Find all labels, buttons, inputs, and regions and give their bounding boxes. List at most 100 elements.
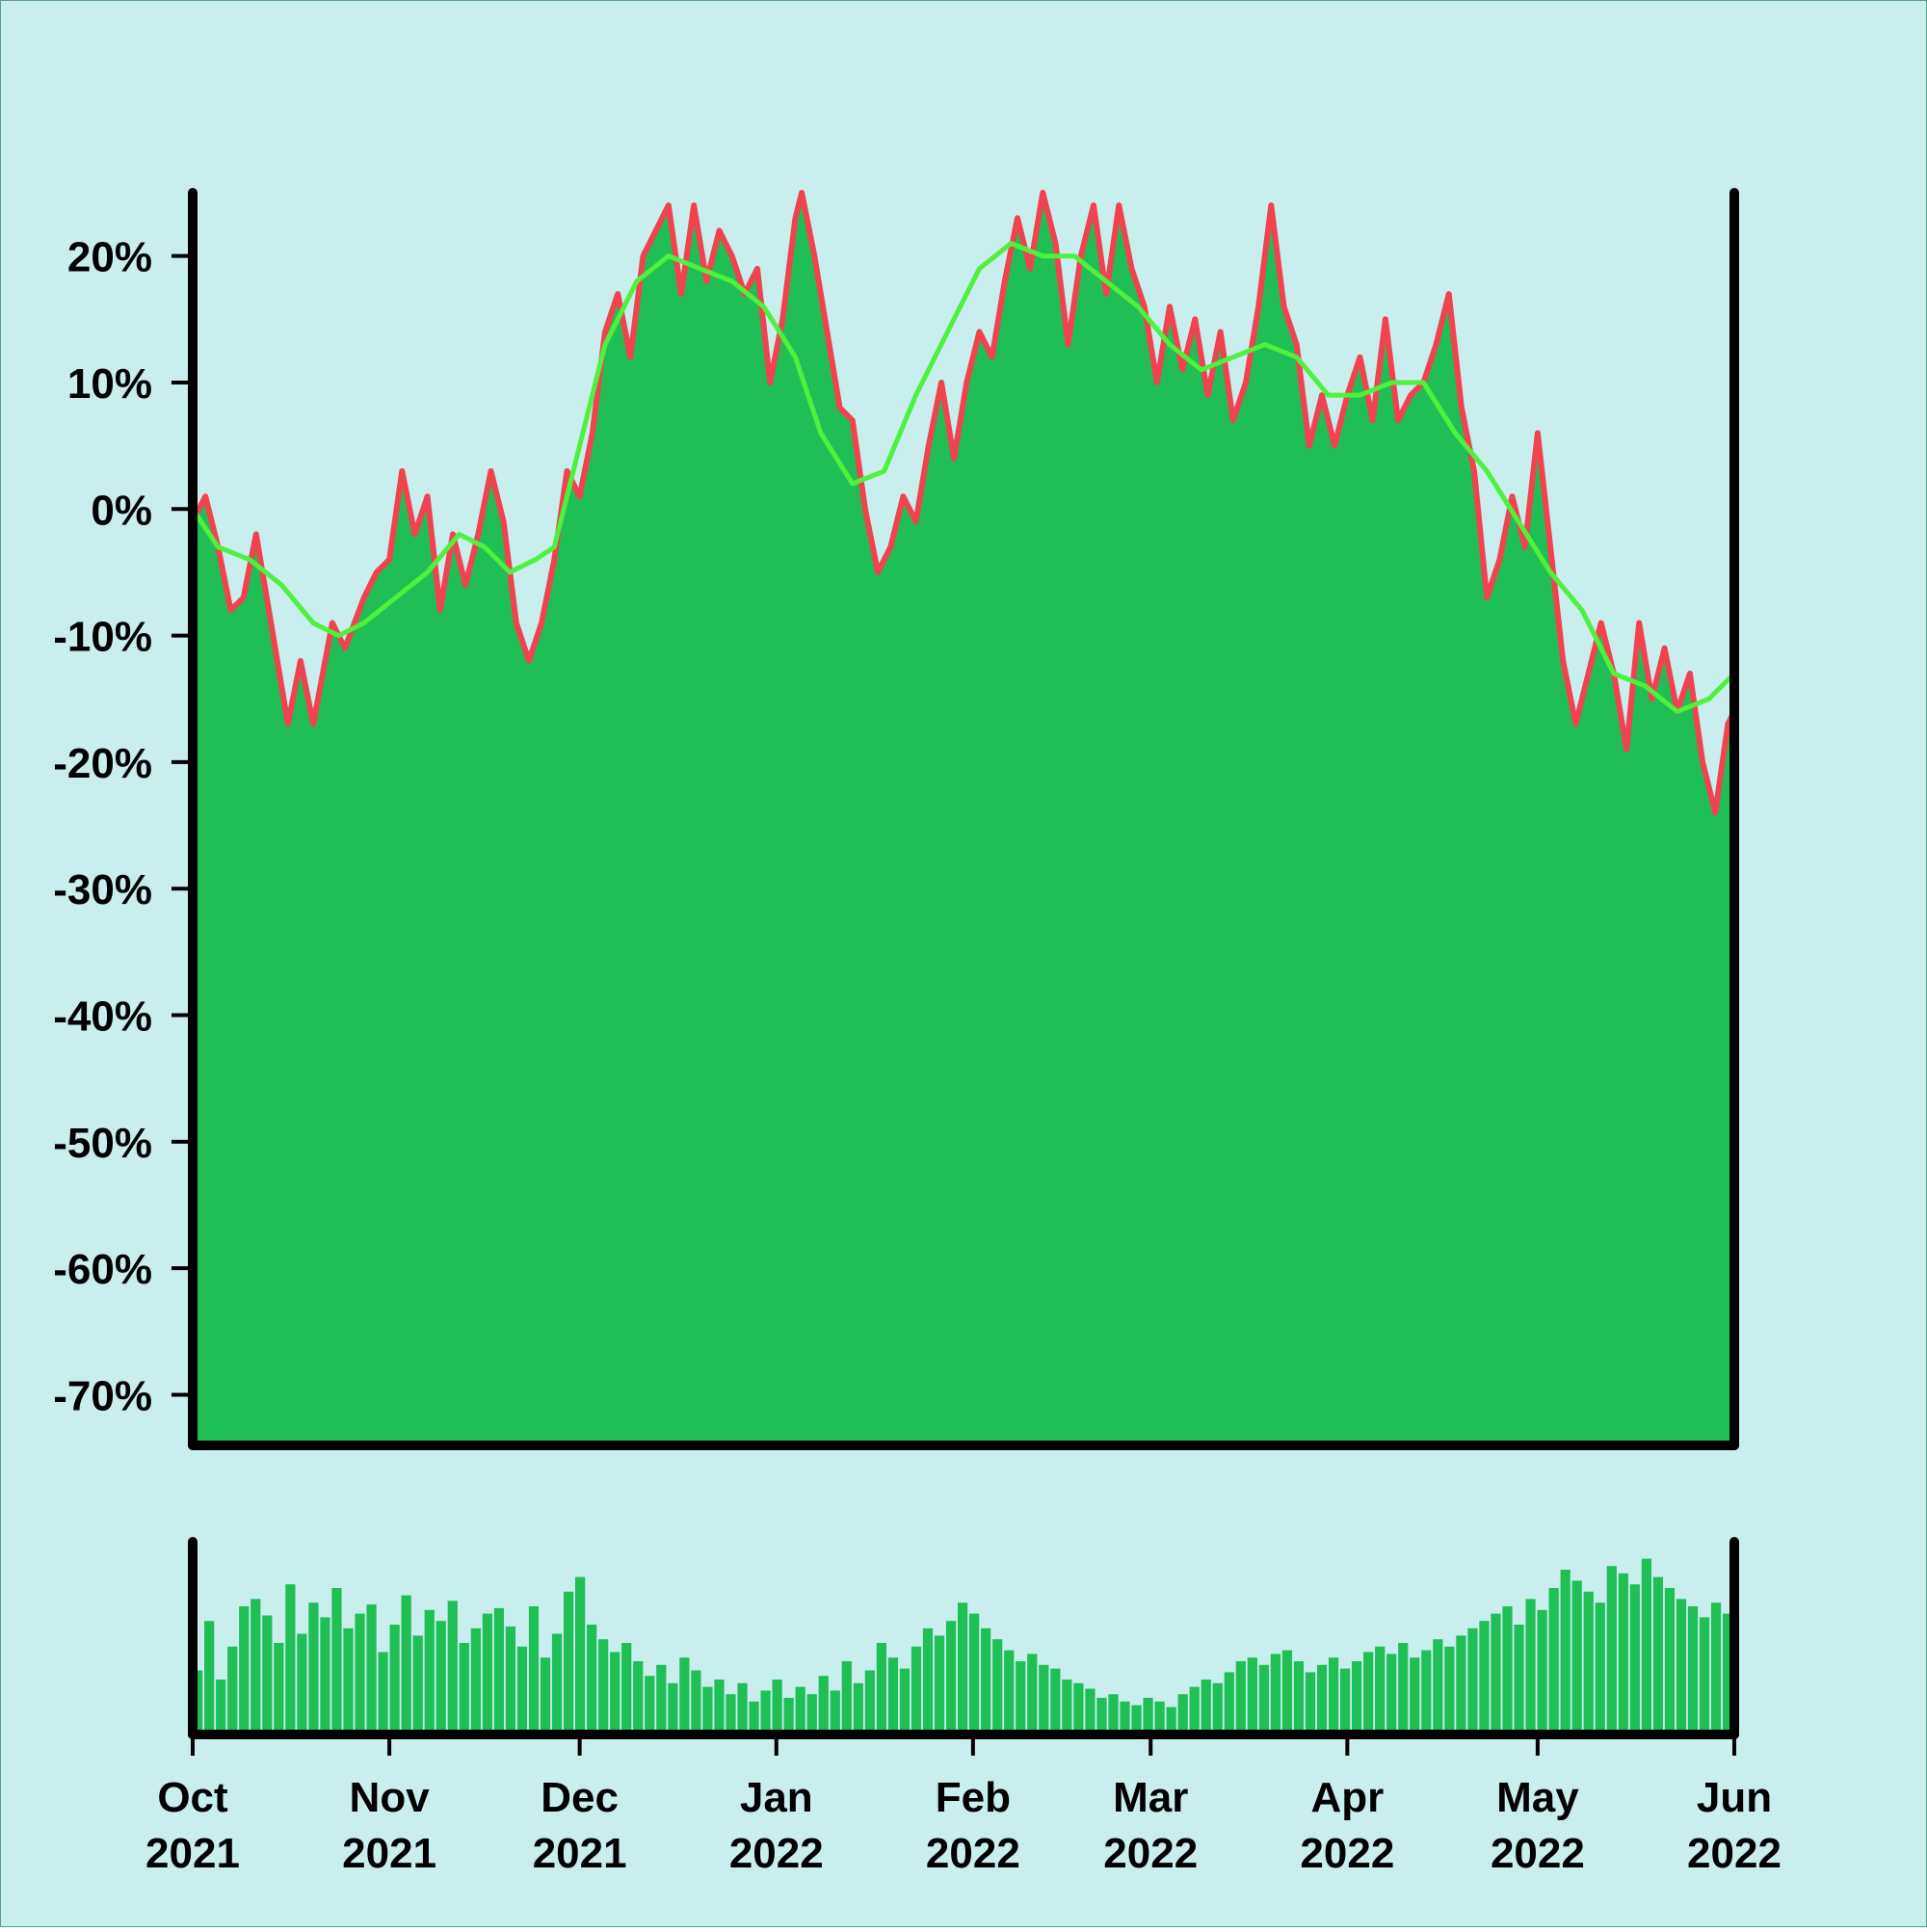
volume-bar xyxy=(1479,1621,1490,1734)
volume-bar xyxy=(945,1621,957,1734)
volume-bar xyxy=(1595,1602,1605,1734)
volume-bar xyxy=(992,1639,1003,1734)
volume-bar xyxy=(412,1635,423,1734)
volume-panel-axes xyxy=(188,1537,1739,1739)
volume-bar xyxy=(691,1670,701,1734)
y-tick-label: 0% xyxy=(91,487,152,534)
volume-bar xyxy=(251,1599,261,1734)
volume-bar xyxy=(493,1607,505,1734)
volume-bar xyxy=(262,1615,273,1734)
volume-bar xyxy=(887,1657,899,1734)
volume-bar xyxy=(1664,1588,1676,1734)
volume-bar xyxy=(204,1621,215,1734)
volume-bar xyxy=(876,1643,886,1734)
volume-bar xyxy=(355,1613,365,1734)
x-tick-month-label: Nov xyxy=(350,1774,431,1821)
volume-bar xyxy=(1722,1613,1733,1734)
volume-bar xyxy=(1166,1707,1176,1734)
volume-bar xyxy=(1258,1664,1269,1734)
volume-bar xyxy=(610,1652,620,1734)
x-tick-month-label: Jun xyxy=(1697,1774,1772,1821)
volume-bar xyxy=(1687,1606,1699,1734)
volume-bar xyxy=(297,1633,307,1734)
volume-bar xyxy=(1189,1686,1200,1734)
volume-bars xyxy=(193,1558,1733,1734)
volume-bar xyxy=(818,1676,829,1734)
volume-bar xyxy=(621,1643,632,1734)
x-tick-year-label: 2022 xyxy=(1491,1830,1585,1877)
volume-bar xyxy=(1421,1650,1432,1734)
volume-bar xyxy=(1177,1694,1188,1734)
volume-bar xyxy=(645,1676,655,1734)
volume-bar xyxy=(1328,1657,1339,1734)
x-tick-year-label: 2021 xyxy=(533,1830,627,1877)
volume-bar xyxy=(969,1613,980,1734)
volume-bar xyxy=(343,1628,354,1734)
volume-bar xyxy=(830,1690,840,1734)
volume-bar xyxy=(528,1606,540,1734)
volume-bar xyxy=(540,1657,551,1734)
x-axis-ticks: Oct 2021 Nov 2021 Dec 2021 Jan 2022 Feb 2022 Mar 20… xyxy=(145,1734,1782,1877)
volume-bar xyxy=(772,1680,782,1734)
volume-bar xyxy=(1085,1688,1095,1734)
x-tick-year-label: 2022 xyxy=(1687,1830,1782,1877)
volume-bar xyxy=(934,1635,945,1734)
volume-bar xyxy=(285,1584,296,1734)
volume-bar xyxy=(1502,1606,1513,1734)
volume-bar xyxy=(366,1604,377,1734)
volume-bar xyxy=(459,1643,469,1734)
x-tick-year-label: 2022 xyxy=(926,1830,1020,1877)
volume-bar xyxy=(1629,1584,1640,1734)
volume-bar xyxy=(633,1661,644,1734)
volume-bar xyxy=(308,1602,319,1734)
volume-bar xyxy=(1618,1573,1628,1734)
volume-bar xyxy=(1305,1672,1316,1734)
price-panel: 20% 10% 0% -10% -20% -30% -40% -50% -60% -70% xyxy=(53,188,1739,1450)
volume-bar xyxy=(1120,1701,1130,1734)
volume-bar xyxy=(726,1694,736,1734)
volume-bar xyxy=(1281,1650,1293,1734)
volume-bar xyxy=(1537,1609,1547,1734)
volume-bar xyxy=(424,1609,435,1734)
volume-bar xyxy=(1491,1613,1501,1734)
volume-bar xyxy=(760,1690,771,1734)
volume-bar xyxy=(668,1682,678,1734)
volume-bar xyxy=(1224,1672,1234,1734)
x-tick-year-label: 2022 xyxy=(729,1830,824,1877)
price-line xyxy=(190,190,1737,816)
volume-bar xyxy=(1073,1682,1084,1734)
volume-bar xyxy=(656,1664,667,1734)
volume-bar xyxy=(587,1625,597,1734)
volume-bar xyxy=(598,1639,609,1734)
x-tick-month-label: May xyxy=(1496,1774,1579,1821)
volume-bar xyxy=(274,1643,284,1734)
volume-bar xyxy=(702,1686,713,1734)
volume-bar xyxy=(795,1686,805,1734)
volume-bar xyxy=(401,1595,411,1734)
x-tick-month-label: Dec xyxy=(541,1774,619,1821)
volume-bar xyxy=(1154,1701,1165,1734)
x-tick-month-label: Mar xyxy=(1113,1774,1188,1821)
volume-bar xyxy=(853,1682,863,1734)
x-tick-month-label: Apr xyxy=(1310,1774,1384,1821)
x-tick-year-label: 2021 xyxy=(145,1830,240,1877)
y-tick-label: -70% xyxy=(53,1372,152,1419)
volume-bar xyxy=(482,1613,492,1734)
volume-bar xyxy=(1235,1661,1246,1734)
volume-bar xyxy=(1339,1668,1351,1734)
volume-bar xyxy=(1606,1566,1617,1734)
volume-bar xyxy=(957,1602,968,1734)
y-tick-label: -20% xyxy=(53,740,152,787)
volume-bar xyxy=(1571,1580,1582,1734)
volume-bar xyxy=(1247,1657,1257,1734)
volume-bar xyxy=(864,1670,875,1734)
volume-bar xyxy=(331,1588,342,1734)
x-tick-month-label: Oct xyxy=(157,1774,228,1821)
volume-bar xyxy=(1433,1639,1443,1734)
volume-bar xyxy=(1363,1652,1374,1734)
y-tick-label: 20% xyxy=(67,234,152,281)
volume-bar xyxy=(1039,1664,1049,1734)
volume-bar xyxy=(470,1628,481,1734)
volume-bar xyxy=(447,1601,458,1734)
